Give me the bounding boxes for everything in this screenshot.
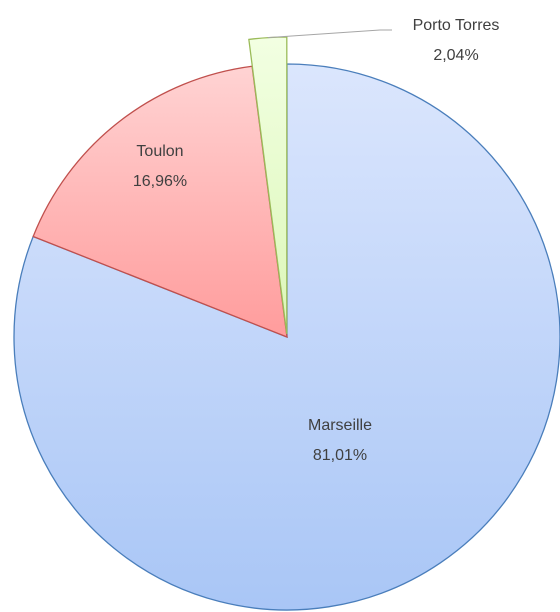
slice-label: Porto Torres	[413, 17, 500, 34]
slice-value-label: 2,04%	[433, 47, 478, 64]
slice-label: Toulon	[136, 143, 183, 160]
leader-line	[267, 29, 392, 39]
slice-label: Marseille	[308, 417, 372, 434]
slice-value-label: 81,01%	[313, 447, 367, 464]
pie-slice	[32, 65, 288, 339]
slice-value-label: 16,96%	[133, 173, 187, 190]
pie-slice	[248, 36, 288, 335]
